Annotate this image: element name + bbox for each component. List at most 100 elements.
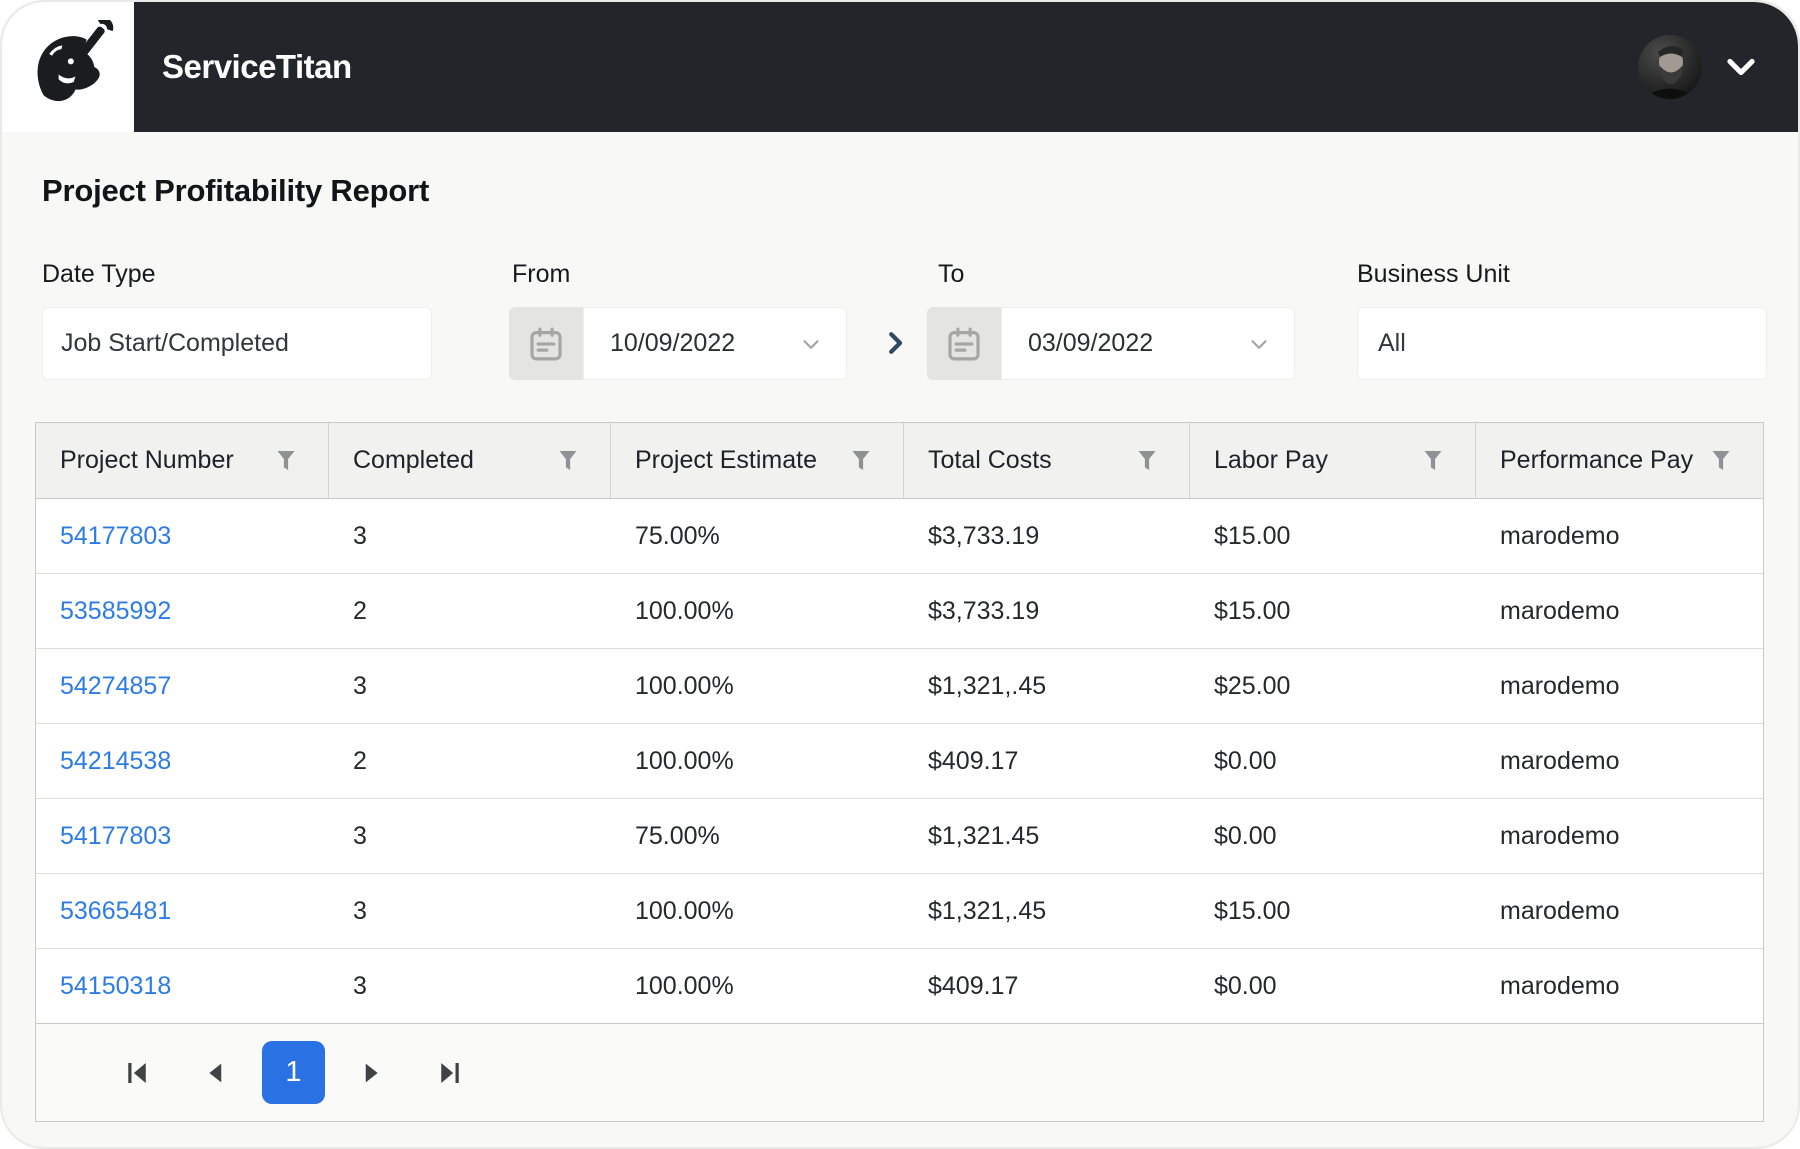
calendar-icon [948,327,980,360]
column-label: Labor Pay [1214,446,1328,474]
to-calendar-button[interactable] [927,307,1001,380]
cell-project-number: 54177803 [36,799,329,873]
project-number-link[interactable]: 54214538 [60,746,172,775]
column-label: Performance Pay [1500,446,1694,474]
previous-page-icon [209,1063,222,1082]
cell-performance-pay: marodemo [1500,596,1620,625]
from-date-input[interactable]: 10/09/2022 [583,307,847,380]
cell-performance-pay: marodemo [1500,971,1620,1000]
profitability-table: Project Number Completed Project Estimat… [35,422,1764,1122]
business-unit-select[interactable]: All [1357,307,1767,380]
column-label: Project Number [60,446,234,474]
project-number-link[interactable]: 53585992 [60,596,172,625]
cell-labor-pay: $0.00 [1214,746,1277,775]
date-type-select[interactable]: Job Start/Completed [42,307,432,380]
table-row: 53665481 3 100.00% $1,321,.45 $15.00 mar… [36,874,1763,949]
date-type-label: Date Type [42,260,156,288]
to-date-input[interactable]: 03/09/2022 [1001,307,1295,380]
filter-funnel-icon[interactable] [1421,448,1445,474]
filter-funnel-icon[interactable] [274,448,298,474]
filter-funnel-icon[interactable] [556,448,580,474]
chevron-down-icon [803,339,819,349]
page-title: Project Profitability Report [42,173,430,208]
first-page-icon [128,1062,146,1083]
cell-completed: 3 [353,671,367,700]
cell-project-number: 54274857 [36,649,329,723]
brand-wordmark: ServiceTitan [162,48,352,85]
business-unit-value: All [1378,329,1406,357]
pagination-bar: 1 [36,1024,1763,1121]
cell-labor-pay: $15.00 [1214,896,1291,925]
cell-project-estimate: 100.00% [635,596,734,625]
cell-performance-pay: marodemo [1500,896,1620,925]
column-header-project-number: Project Number [36,423,329,498]
cell-project-estimate: 100.00% [635,671,734,700]
table-row: 54150318 3 100.00% $409.17 $0.00 marodem… [36,949,1763,1024]
cell-performance-pay: marodemo [1500,821,1620,850]
project-number-link[interactable]: 53665481 [60,896,172,925]
chevron-down-icon [1251,339,1267,349]
from-label: From [512,260,571,288]
topbar-user-area [1638,2,1760,132]
cell-completed: 3 [353,971,367,1000]
cell-project-number: 54214538 [36,724,329,798]
cell-project-number: 53585992 [36,574,329,648]
date-range-arrow-icon [874,322,916,364]
next-page-button[interactable] [333,1041,411,1104]
filter-funnel-icon[interactable] [849,448,873,474]
filter-funnel-icon[interactable] [1135,448,1159,474]
business-unit-label: Business Unit [1357,260,1510,288]
column-header-labor-pay: Labor Pay [1190,423,1476,498]
table-row: 54274857 3 100.00% $1,321,.45 $25.00 mar… [36,649,1763,724]
cell-performance-pay: marodemo [1500,746,1620,775]
cell-labor-pay: $0.00 [1214,971,1277,1000]
cell-project-estimate: 100.00% [635,746,734,775]
column-header-project-estimate: Project Estimate [611,423,904,498]
cell-total-costs: $409.17 [928,971,1019,1000]
topbar-background [134,2,1798,132]
cell-project-estimate: 75.00% [635,821,720,850]
project-number-link[interactable]: 54177803 [60,521,172,550]
last-page-icon [441,1062,459,1083]
table-body: 54177803 3 75.00% $3,733.19 $15.00 marod… [36,499,1763,1024]
current-page-button[interactable]: 1 [262,1041,325,1104]
project-number-link[interactable]: 54177803 [60,821,172,850]
project-number-link[interactable]: 54274857 [60,671,172,700]
cell-completed: 3 [353,521,367,550]
cell-total-costs: $1,321,.45 [928,896,1047,925]
last-page-button[interactable] [411,1041,489,1104]
cell-labor-pay: $25.00 [1214,671,1291,700]
servicetitan-mascot-icon [37,20,114,102]
cell-project-number: 54177803 [36,499,329,573]
cell-project-estimate: 100.00% [635,896,734,925]
column-label: Completed [353,446,474,474]
to-date-value: 03/09/2022 [1028,329,1154,357]
table-row: 54177803 3 75.00% $3,733.19 $15.00 marod… [36,499,1763,574]
cell-total-costs: $409.17 [928,746,1019,775]
next-page-icon [365,1063,378,1082]
cell-labor-pay: $0.00 [1214,821,1277,850]
cell-project-number: 53665481 [36,874,329,948]
first-page-button[interactable] [98,1041,176,1104]
cell-completed: 2 [353,596,367,625]
column-label: Total Costs [928,446,1052,474]
top-navigation-bar: ServiceTitan [2,2,1798,132]
calendar-icon [530,327,562,360]
cell-completed: 2 [353,746,367,775]
servicetitan-logo-box [2,2,134,132]
previous-page-button[interactable] [176,1041,254,1104]
column-header-performance-pay: Performance Pay [1476,423,1763,498]
column-label: Project Estimate [635,446,818,474]
column-header-total-costs: Total Costs [904,423,1190,498]
user-avatar[interactable] [1638,35,1702,99]
cell-total-costs: $1,321,.45 [928,671,1047,700]
cell-completed: 3 [353,821,367,850]
cell-total-costs: $3,733.19 [928,521,1040,550]
account-menu-chevron-down-icon[interactable] [1722,48,1760,86]
from-calendar-button[interactable] [509,307,583,380]
table-row: 54214538 2 100.00% $409.17 $0.00 marodem… [36,724,1763,799]
from-date-value: 10/09/2022 [610,329,736,357]
project-number-link[interactable]: 54150318 [60,971,172,1000]
filter-funnel-icon[interactable] [1709,448,1733,474]
